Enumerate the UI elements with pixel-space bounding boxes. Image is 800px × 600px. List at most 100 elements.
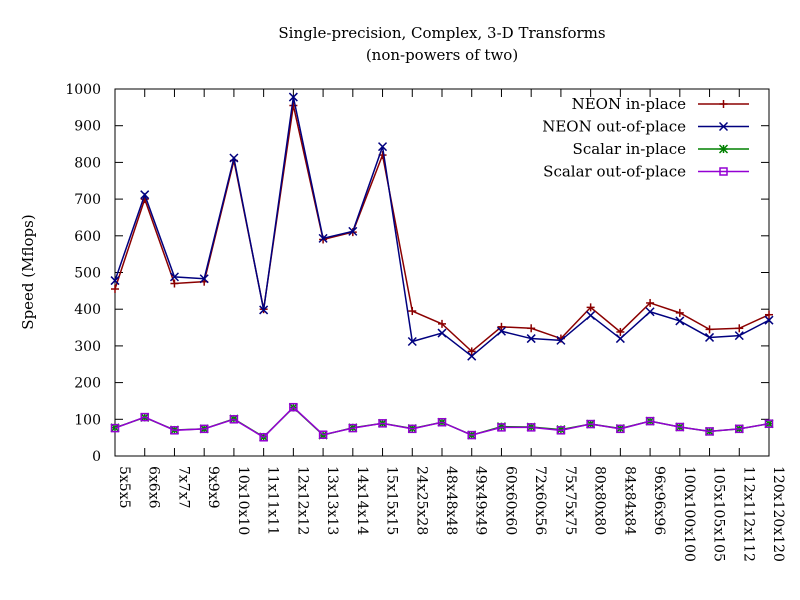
data-point-scalar-out-of-place: [645, 416, 655, 426]
data-point-neon-out-of-place: [437, 328, 447, 338]
data-point-scalar-out-of-place: [735, 424, 744, 434]
x-tick-label: 7x7x7: [175, 466, 191, 509]
data-point-scalar-out-of-place: [378, 419, 387, 428]
data-point-neon-in-place: [765, 310, 773, 319]
x-tick-label: 24x25x28: [413, 466, 429, 535]
data-point-neon-in-place: [170, 279, 179, 288]
y-tick-label: 100: [74, 412, 101, 428]
series-line-neon-out-of-place: [114, 96, 770, 358]
y-axis-label: Speed (Mflops): [19, 214, 37, 329]
data-point-scalar-out-of-place: [170, 426, 179, 435]
data-point-neon-out-of-place: [199, 274, 209, 284]
data-point-neon-out-of-place: [318, 233, 328, 243]
x-tick-label: 11x11x11: [265, 466, 281, 535]
x-tick-label: 120x120x120: [770, 466, 786, 562]
data-point-neon-out-of-place: [764, 315, 774, 325]
x-tick-label: 112x112x112: [740, 466, 756, 562]
series-line-scalar-out-of-place: [114, 406, 770, 439]
x-tick-label: 6x6x6: [146, 466, 162, 509]
x-tick-label: 96x96x96: [651, 466, 667, 535]
data-point-neon-out-of-place: [140, 190, 150, 200]
data-point-scalar-out-of-place: [289, 402, 298, 412]
data-point-neon-in-place: [646, 298, 655, 307]
data-point-scalar-out-of-place: [586, 419, 595, 429]
y-tick-label: 200: [74, 376, 101, 392]
data-point-scalar-out-of-place: [318, 430, 328, 439]
y-tick-label: 500: [74, 266, 101, 282]
data-point-scalar-out-of-place: [556, 426, 566, 435]
data-point-neon-in-place: [586, 303, 595, 312]
data-point-scalar-out-of-place: [199, 424, 209, 434]
data-point-scalar-out-of-place: [497, 423, 506, 432]
data-point-scalar-out-of-place: [526, 423, 536, 432]
data-point-neon-out-of-place: [348, 226, 358, 236]
data-point-neon-out-of-place: [675, 316, 685, 326]
data-point-neon-in-place: [705, 325, 714, 334]
x-tick-label: 15x15x15: [384, 466, 400, 535]
legend-label-neon-in-place: NEON in-place: [572, 95, 687, 113]
data-point-neon-in-place: [438, 319, 446, 328]
data-point-neon-out-of-place: [645, 307, 655, 317]
x-tick-label: 100x100x100: [681, 466, 697, 562]
data-point-neon-in-place: [735, 324, 744, 333]
data-point-neon-in-place: [675, 308, 684, 317]
data-point-neon-out-of-place: [526, 334, 536, 344]
data-point-neon-out-of-place: [467, 351, 477, 361]
x-tick-label: 5x5x5: [116, 466, 132, 509]
y-tick-label: 800: [74, 155, 101, 171]
x-tick-label: 49x49x49: [473, 466, 489, 535]
plot-area: 0 100 200 300 400 500 600 700 800 900 1000 5x5x5 6x6…: [65, 82, 786, 562]
x-tick-label: 72x60x56: [532, 466, 548, 535]
data-point-neon-in-place: [289, 101, 298, 110]
data-point-scalar-out-of-place: [675, 422, 685, 432]
data-point-scalar-out-of-place: [705, 427, 714, 436]
legend-label-scalar-in-place: Scalar in-place: [573, 140, 687, 158]
x-tick-label: 9x9x9: [205, 466, 221, 509]
data-point-neon-out-of-place: [615, 334, 625, 344]
data-point-neon-in-place: [527, 324, 536, 333]
data-point-neon-out-of-place: [407, 336, 417, 347]
data-point-scalar-out-of-place: [348, 423, 358, 433]
data-point-scalar-out-of-place: [140, 412, 149, 422]
data-point-neon-in-place: [616, 327, 625, 336]
x-tick-label: 13x13x13: [324, 466, 340, 535]
legend: NEON in-place NEON out-of-place Scalar in-…: [542, 95, 749, 181]
data-point-scalar-out-of-place: [229, 415, 239, 424]
data-point-scalar-out-of-place: [467, 430, 476, 440]
data-point-neon-out-of-place: [259, 305, 269, 315]
data-point-neon-out-of-place: [288, 92, 298, 102]
y-tick-label: 300: [74, 339, 101, 355]
legend-marker-scalar-in-place: [718, 144, 729, 154]
data-point-neon-out-of-place: [734, 331, 744, 341]
data-point-neon-out-of-place: [586, 310, 596, 320]
y-tick-label: 0: [92, 449, 101, 465]
data-point-neon-in-place: [497, 322, 506, 331]
data-point-neon-out-of-place: [556, 335, 566, 345]
x-tick-label: 12x12x12: [294, 466, 310, 535]
y-tick-label: 600: [74, 229, 101, 245]
data-point-neon-out-of-place: [496, 326, 506, 336]
x-tick-label: 10x10x10: [235, 466, 251, 535]
data-point-scalar-out-of-place: [764, 419, 774, 428]
legend-marker-neon-out-of-place: [718, 121, 729, 132]
legend-label-scalar-out-of-place: Scalar out-of-place: [543, 163, 686, 181]
data-point-neon-out-of-place: [169, 272, 179, 282]
x-tick-label: 80x80x80: [592, 466, 608, 535]
x-tick-label: 48x48x48: [443, 466, 459, 535]
data-point-neon-in-place: [467, 347, 476, 356]
legend-marker-neon-in-place: [719, 100, 728, 108]
data-point-neon-out-of-place: [229, 153, 239, 163]
x-tick-label: 75x75x75: [562, 466, 578, 535]
chart-subtitle: (non-powers of two): [366, 46, 518, 64]
y-tick-label: 700: [74, 192, 101, 208]
legend-label-neon-out-of-place: NEON out-of-place: [542, 118, 686, 136]
data-point-scalar-out-of-place: [110, 423, 120, 433]
legend-marker-scalar-out-of-place: [719, 167, 728, 176]
data-point-scalar-out-of-place: [259, 433, 268, 442]
x-tick-label: 14x14x14: [354, 466, 370, 535]
data-point-neon-in-place: [408, 307, 417, 316]
data-point-scalar-out-of-place: [408, 424, 417, 434]
y-tick-label: 1000: [65, 82, 101, 98]
data-point-scalar-out-of-place: [437, 417, 447, 427]
